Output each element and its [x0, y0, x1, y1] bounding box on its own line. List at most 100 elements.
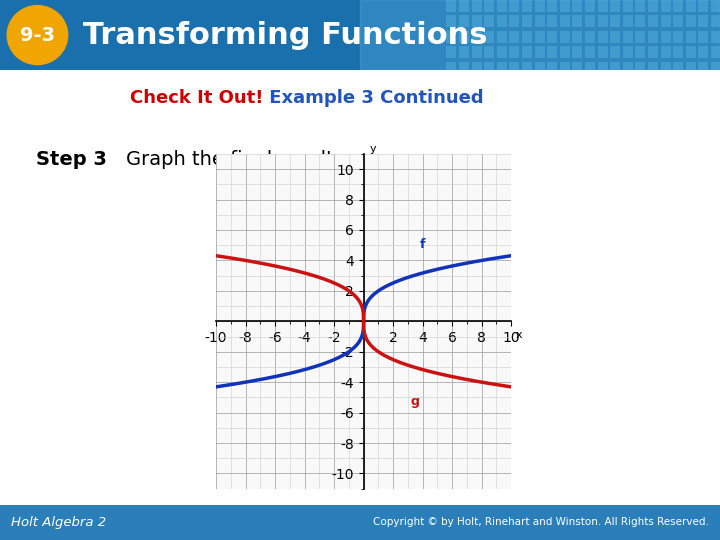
Bar	[698, 16, 708, 28]
Bar	[484, 0, 494, 12]
Bar	[635, 16, 646, 28]
Bar	[648, 62, 658, 73]
Bar	[648, 0, 658, 12]
Bar	[661, 16, 671, 28]
Bar	[610, 0, 621, 12]
Bar	[635, 62, 646, 73]
Bar	[698, 46, 708, 58]
Bar	[472, 46, 482, 58]
Bar	[686, 46, 696, 58]
Bar	[623, 0, 633, 12]
Bar	[522, 31, 532, 43]
Bar	[459, 16, 469, 28]
Bar	[623, 46, 633, 58]
Bar	[572, 16, 582, 28]
Text: f: f	[420, 238, 426, 251]
Bar	[472, 31, 482, 43]
Bar	[698, 62, 708, 73]
Bar	[686, 0, 696, 12]
Bar	[484, 62, 494, 73]
Text: Step 3: Step 3	[36, 150, 107, 169]
Bar	[547, 46, 557, 58]
Bar	[560, 16, 570, 28]
Bar	[446, 0, 456, 12]
Bar	[610, 16, 621, 28]
Bar	[623, 62, 633, 73]
Bar	[572, 46, 582, 58]
Bar	[572, 0, 582, 12]
Bar	[661, 46, 671, 58]
Bar	[522, 62, 532, 73]
Bar	[686, 62, 696, 73]
Bar	[510, 46, 520, 58]
Text: Transforming Functions: Transforming Functions	[83, 21, 487, 50]
Text: 9-3: 9-3	[20, 25, 55, 45]
Bar	[472, 0, 482, 12]
Bar	[472, 62, 482, 73]
Bar	[547, 31, 557, 43]
Bar	[648, 31, 658, 43]
Bar	[534, 31, 544, 43]
Bar	[572, 31, 582, 43]
Bar	[560, 46, 570, 58]
Bar	[360, 0, 720, 70]
Bar	[547, 0, 557, 12]
Bar	[446, 46, 456, 58]
Bar	[673, 0, 683, 12]
Bar	[711, 31, 720, 43]
Bar	[484, 31, 494, 43]
Bar	[497, 31, 507, 43]
Bar	[623, 16, 633, 28]
Circle shape	[7, 5, 68, 65]
Bar	[635, 46, 646, 58]
Bar	[572, 62, 582, 73]
Bar	[610, 46, 621, 58]
Text: Copyright © by Holt, Rinehart and Winston. All Rights Reserved.: Copyright © by Holt, Rinehart and Winsto…	[374, 517, 709, 528]
Bar	[446, 31, 456, 43]
Bar	[661, 0, 671, 12]
Bar	[510, 31, 520, 43]
Bar	[510, 16, 520, 28]
Bar	[459, 0, 469, 12]
Bar	[711, 46, 720, 58]
Text: g: g	[411, 395, 420, 408]
Bar	[673, 16, 683, 28]
Bar	[686, 31, 696, 43]
Bar	[698, 31, 708, 43]
Bar	[547, 16, 557, 28]
Bar	[484, 46, 494, 58]
Text: y: y	[369, 144, 376, 154]
Text: Holt Algebra 2: Holt Algebra 2	[11, 516, 106, 529]
Bar	[497, 0, 507, 12]
Bar	[610, 62, 621, 73]
Bar	[472, 16, 482, 28]
Bar	[598, 16, 608, 28]
Bar	[459, 46, 469, 58]
Bar	[673, 31, 683, 43]
Bar	[497, 62, 507, 73]
Bar	[510, 0, 520, 12]
Text: x: x	[516, 330, 522, 340]
Bar	[610, 31, 621, 43]
Bar	[585, 46, 595, 58]
Bar	[522, 46, 532, 58]
Bar	[560, 31, 570, 43]
Bar	[598, 46, 608, 58]
Bar	[598, 62, 608, 73]
Bar	[484, 16, 494, 28]
Bar	[560, 0, 570, 12]
Bar	[648, 16, 658, 28]
Bar	[648, 46, 658, 58]
Bar	[446, 16, 456, 28]
Bar	[585, 62, 595, 73]
Bar	[623, 31, 633, 43]
Bar	[635, 31, 646, 43]
Bar	[661, 31, 671, 43]
Bar	[547, 62, 557, 73]
Bar	[635, 0, 646, 12]
Bar	[534, 46, 544, 58]
Bar	[585, 0, 595, 12]
Bar	[510, 62, 520, 73]
Bar	[446, 62, 456, 73]
Bar	[598, 0, 608, 12]
